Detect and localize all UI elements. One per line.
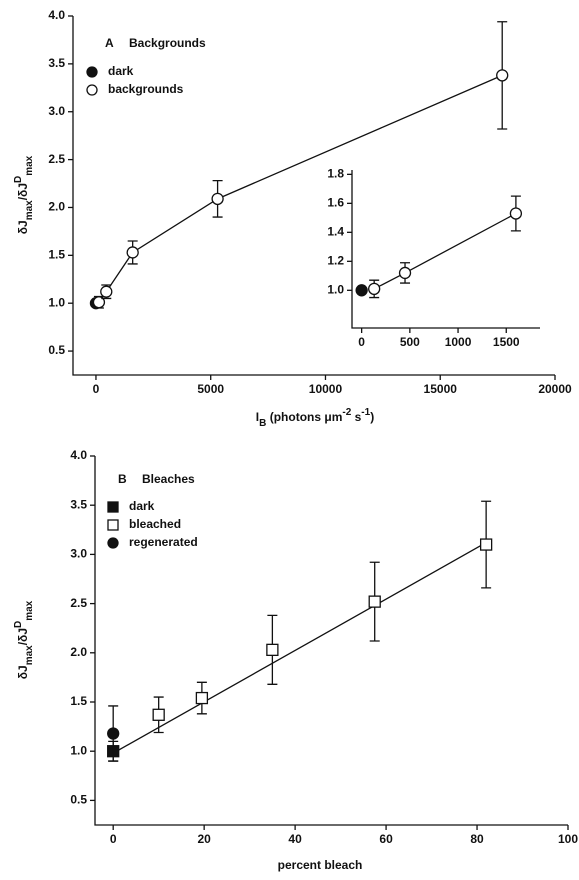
- axis-label-part: δJ: [16, 665, 30, 679]
- fit-line: [112, 542, 487, 754]
- axis-label-part: max: [24, 200, 35, 220]
- axis-label-part: B: [259, 418, 266, 429]
- marker: [509, 207, 523, 220]
- axis-label-part: s: [351, 410, 361, 424]
- axis-label-part: /δJ: [16, 628, 30, 645]
- y-tick-label: 3.0: [48, 104, 65, 118]
- axis-label-part: δJ: [16, 220, 30, 234]
- axis-label-part: percent bleach: [278, 858, 363, 872]
- legend-marker: [107, 519, 119, 531]
- marker: [126, 246, 139, 259]
- marker: [355, 284, 368, 297]
- x-tick-label: 100: [558, 832, 578, 846]
- y-tick-label: 3.5: [48, 56, 65, 70]
- x-tick-label: 0: [93, 382, 100, 396]
- y-tick-label: 1.6: [327, 196, 344, 210]
- y-tick-label: 1.4: [327, 225, 344, 239]
- axis-label-part: /δJ: [16, 183, 30, 200]
- y-tick-label: 1.0: [70, 743, 87, 757]
- axes: [351, 170, 540, 329]
- series-line: [373, 212, 517, 290]
- legend-marker: [86, 84, 98, 96]
- y-tick-label: 4.0: [48, 8, 65, 22]
- x-tick-label: 1500: [493, 335, 520, 349]
- x-tick-label: 10000: [309, 382, 343, 396]
- x-tick-label: 40: [288, 832, 302, 846]
- legend-label: regenerated: [129, 535, 198, 549]
- y-tick-label: 2.0: [70, 645, 87, 659]
- marker: [100, 285, 113, 298]
- marker: [398, 266, 412, 280]
- legend-label: dark: [129, 499, 155, 513]
- y-tick-label: 2.5: [70, 596, 87, 610]
- x-tick-label: 15000: [424, 382, 458, 396]
- y-tick-label: 3.5: [70, 497, 87, 511]
- marker: [368, 282, 381, 296]
- axis-label-part: D: [13, 621, 24, 628]
- chart-title: Backgrounds: [129, 36, 206, 50]
- y-tick-label: 0.5: [48, 343, 65, 357]
- axis-label: percent bleach: [278, 858, 363, 872]
- series-line: [98, 74, 503, 303]
- x-tick-label: 60: [379, 832, 393, 846]
- legend-label: dark: [108, 64, 134, 78]
- panel-letter: B: [118, 472, 127, 486]
- y-tick-label: 1.0: [327, 282, 344, 296]
- axis-label: IB (photons μm-2 s-1): [256, 407, 374, 429]
- y-tick-label: 1.0: [48, 295, 65, 309]
- marker: [496, 69, 509, 82]
- marker: [479, 538, 493, 551]
- marker: [266, 643, 279, 656]
- marker: [195, 691, 209, 705]
- marker: [152, 708, 165, 721]
- x-tick-label: 1000: [445, 335, 472, 349]
- y-tick-label: 4.0: [70, 448, 87, 462]
- y-tick-label: 1.8: [327, 167, 344, 181]
- marker: [107, 727, 120, 740]
- marker: [368, 595, 381, 608]
- chart-title: Bleaches: [142, 472, 195, 486]
- y-tick-label: 1.5: [70, 694, 87, 708]
- marker: [211, 192, 224, 206]
- y-tick-label: 2.5: [48, 152, 65, 166]
- x-tick-label: 80: [470, 832, 484, 846]
- y-tick-label: 0.5: [70, 793, 87, 807]
- x-tick-label: 20: [197, 832, 211, 846]
- legend-marker: [107, 537, 119, 549]
- x-tick-label: 20000: [538, 382, 572, 396]
- x-tick-label: 0: [110, 832, 117, 846]
- marker: [92, 296, 106, 309]
- axes: [72, 16, 555, 376]
- axis-label-part: I: [256, 410, 259, 424]
- legend-label: backgrounds: [108, 82, 184, 96]
- axis-label-part: ): [370, 410, 374, 424]
- axis-label: δJmax/δJDmax: [13, 600, 35, 679]
- axes: [94, 456, 568, 826]
- x-tick-label: 0: [358, 335, 365, 349]
- legend-marker: [107, 501, 119, 513]
- axis-label-part: (photons μm: [266, 410, 342, 424]
- axis-label-part: D: [13, 176, 24, 183]
- x-tick-label: 500: [400, 335, 420, 349]
- axis-label-part: max: [24, 645, 35, 665]
- axis-label: δJmax/δJDmax: [13, 155, 35, 234]
- legend-marker: [86, 66, 98, 78]
- y-tick-label: 3.0: [70, 547, 87, 561]
- y-tick-label: 1.2: [327, 253, 344, 267]
- axis-label-part: -2: [342, 407, 351, 418]
- y-tick-label: 1.5: [48, 248, 65, 262]
- y-tick-label: 2.0: [48, 200, 65, 214]
- x-tick-label: 5000: [197, 382, 224, 396]
- axis-label-part: max: [24, 600, 35, 620]
- axis-label-part: max: [24, 155, 35, 175]
- axis-label-part: -1: [361, 407, 370, 418]
- legend-label: bleached: [129, 517, 181, 531]
- panel-letter: A: [105, 36, 114, 50]
